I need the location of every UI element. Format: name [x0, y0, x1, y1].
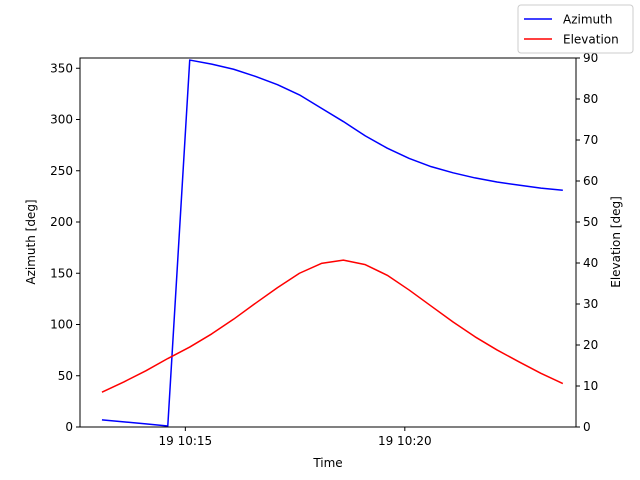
x-tick-label: 19 10:15: [159, 434, 213, 448]
right-y-tick-label: 80: [583, 92, 598, 106]
left-y-tick-label: 150: [50, 266, 73, 280]
right-y-tick-label: 90: [583, 51, 598, 65]
left-y-tick-label: 0: [65, 420, 73, 434]
right-y-tick-label: 0: [583, 420, 591, 434]
legend-elevation-label: Elevation: [563, 33, 619, 47]
left-y-tick-label: 200: [50, 215, 73, 229]
legend-azimuth-label: Azimuth: [563, 13, 612, 27]
series-line-elevation: [101, 259, 564, 393]
right-y-tick-label: 20: [583, 338, 598, 352]
x-tick-label: 19 10:20: [378, 434, 432, 448]
right-y-tick-label: 50: [583, 215, 598, 229]
right-y-tick-label: 60: [583, 174, 598, 188]
left-y-tick-label: 350: [50, 61, 73, 75]
x-axis: 19 10:15 19 10:20: [159, 427, 432, 448]
left-y-tick-label: 100: [50, 318, 73, 332]
series-layer: [101, 59, 564, 427]
plot-frame: [79, 57, 577, 428]
right-y-axis-label: Elevation [deg]: [609, 196, 623, 288]
right-y-tick-label: 70: [583, 133, 598, 147]
right-y-tick-label: 10: [583, 379, 598, 393]
left-y-axis: 0 50 100 150 200 250 300 350: [50, 61, 80, 434]
legend-box: [517, 4, 634, 54]
right-y-axis: 0 10 20 30 40 50 60 70 80 90: [576, 51, 598, 434]
series-line-azimuth: [101, 59, 563, 427]
left-y-tick-label: 250: [50, 164, 73, 178]
right-y-tick-label: 30: [583, 297, 598, 311]
left-y-tick-label: 50: [58, 369, 73, 383]
legend: Azimuth Elevation: [517, 4, 634, 54]
left-y-tick-label: 300: [50, 113, 73, 127]
right-y-tick-label: 40: [583, 256, 598, 270]
x-axis-label: Time: [312, 456, 342, 470]
left-y-axis-label: Azimuth [deg]: [24, 199, 38, 284]
